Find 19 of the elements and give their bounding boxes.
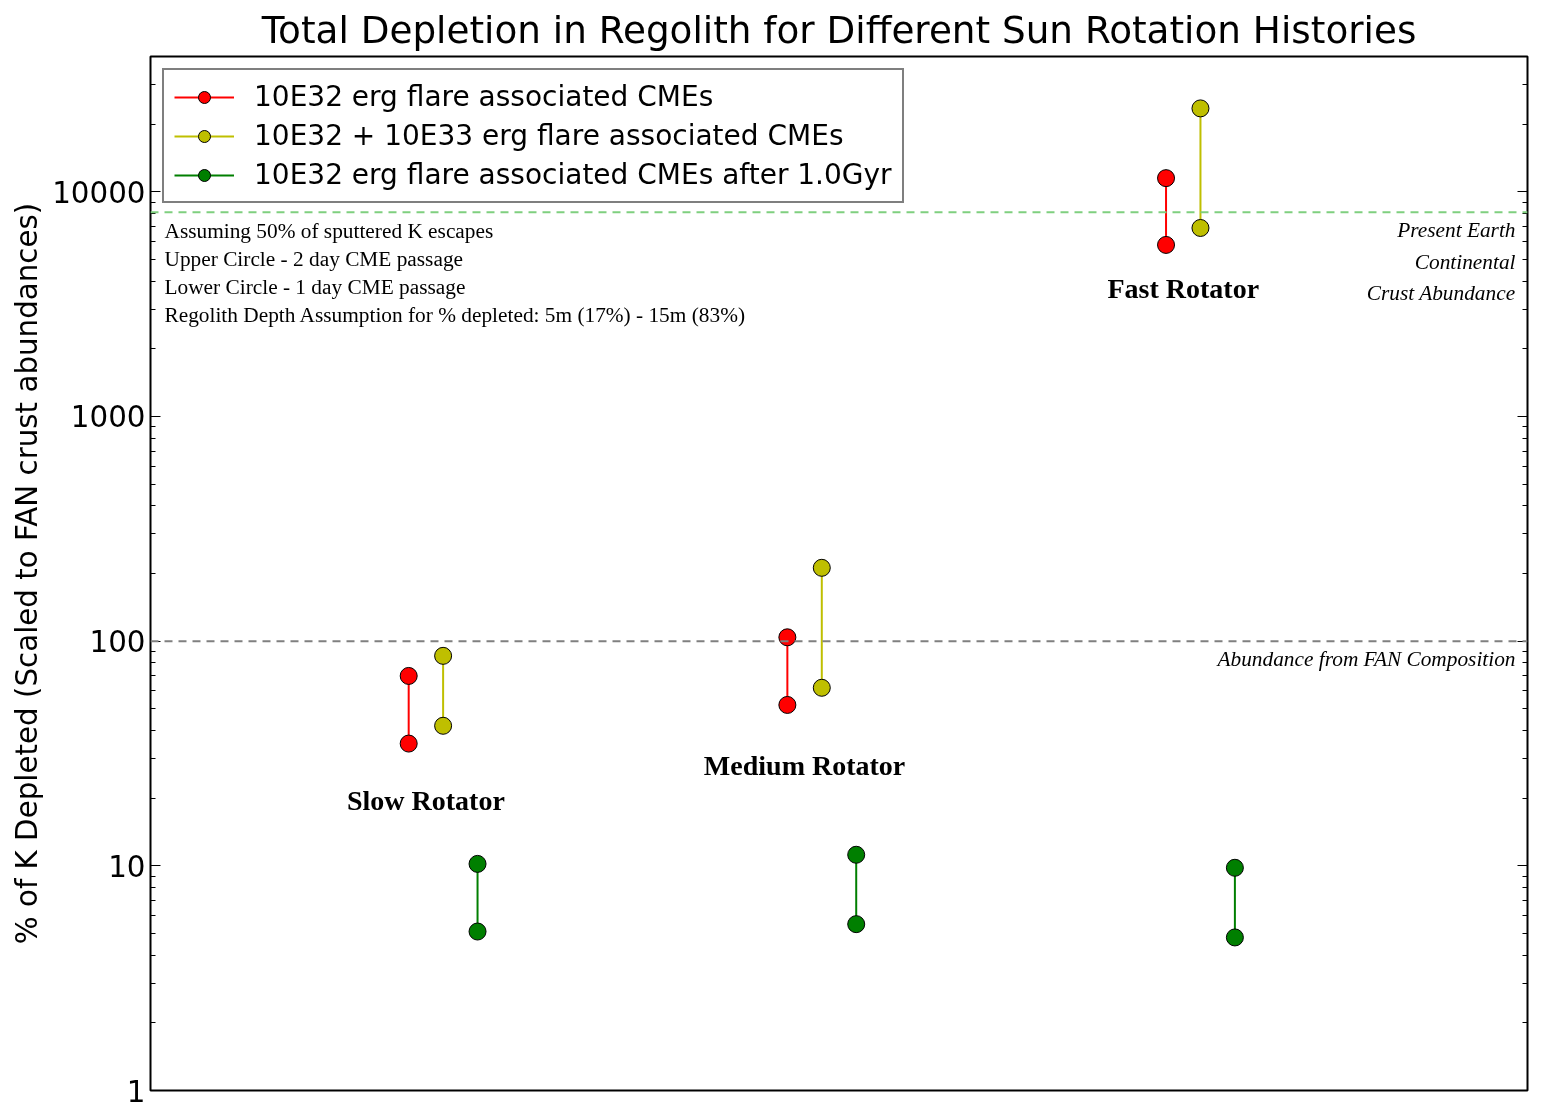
legend-label: 10E32 erg flare associated CMEs	[254, 80, 714, 113]
y-tick-label: 1000	[70, 400, 146, 435]
annotation: Upper Circle - 2 day CME passage	[164, 246, 464, 271]
ref-line-label: Abundance from FAN Composition	[1215, 647, 1516, 672]
annotation: Slow Rotator	[346, 785, 505, 816]
annotation: Medium Rotator	[703, 750, 906, 781]
annotation: Lower Circle - 1 day CME passage	[164, 274, 466, 299]
legend-label: 10E32 + 10E33 erg flare associated CMEs	[254, 119, 844, 152]
annotation: Fast Rotator	[1107, 273, 1260, 304]
legend-label: 10E32 erg flare associated CMEs after 1.0Gyr	[254, 158, 892, 191]
y-tick-label: 10	[108, 849, 146, 884]
y-tick-label: 100	[89, 625, 146, 660]
annotation: Regolith Depth Assumption for % depleted: 5m (17%) - 15m (83%)	[164, 302, 746, 327]
y-tick-label: 1	[126, 1074, 146, 1109]
ref-line-label: Present Earth Continental Crust Abundance	[1366, 218, 1516, 305]
y-axis-title: % of K Depleted (Scaled to FAN crust abundances)	[10, 202, 45, 945]
chart-title: Total Depletion in Regolith for Different Sun Rotation Histories	[260, 7, 1417, 52]
annotation: Assuming 50% of sputtered K escapes	[164, 218, 494, 243]
y-tick-label: 10000	[52, 175, 146, 210]
